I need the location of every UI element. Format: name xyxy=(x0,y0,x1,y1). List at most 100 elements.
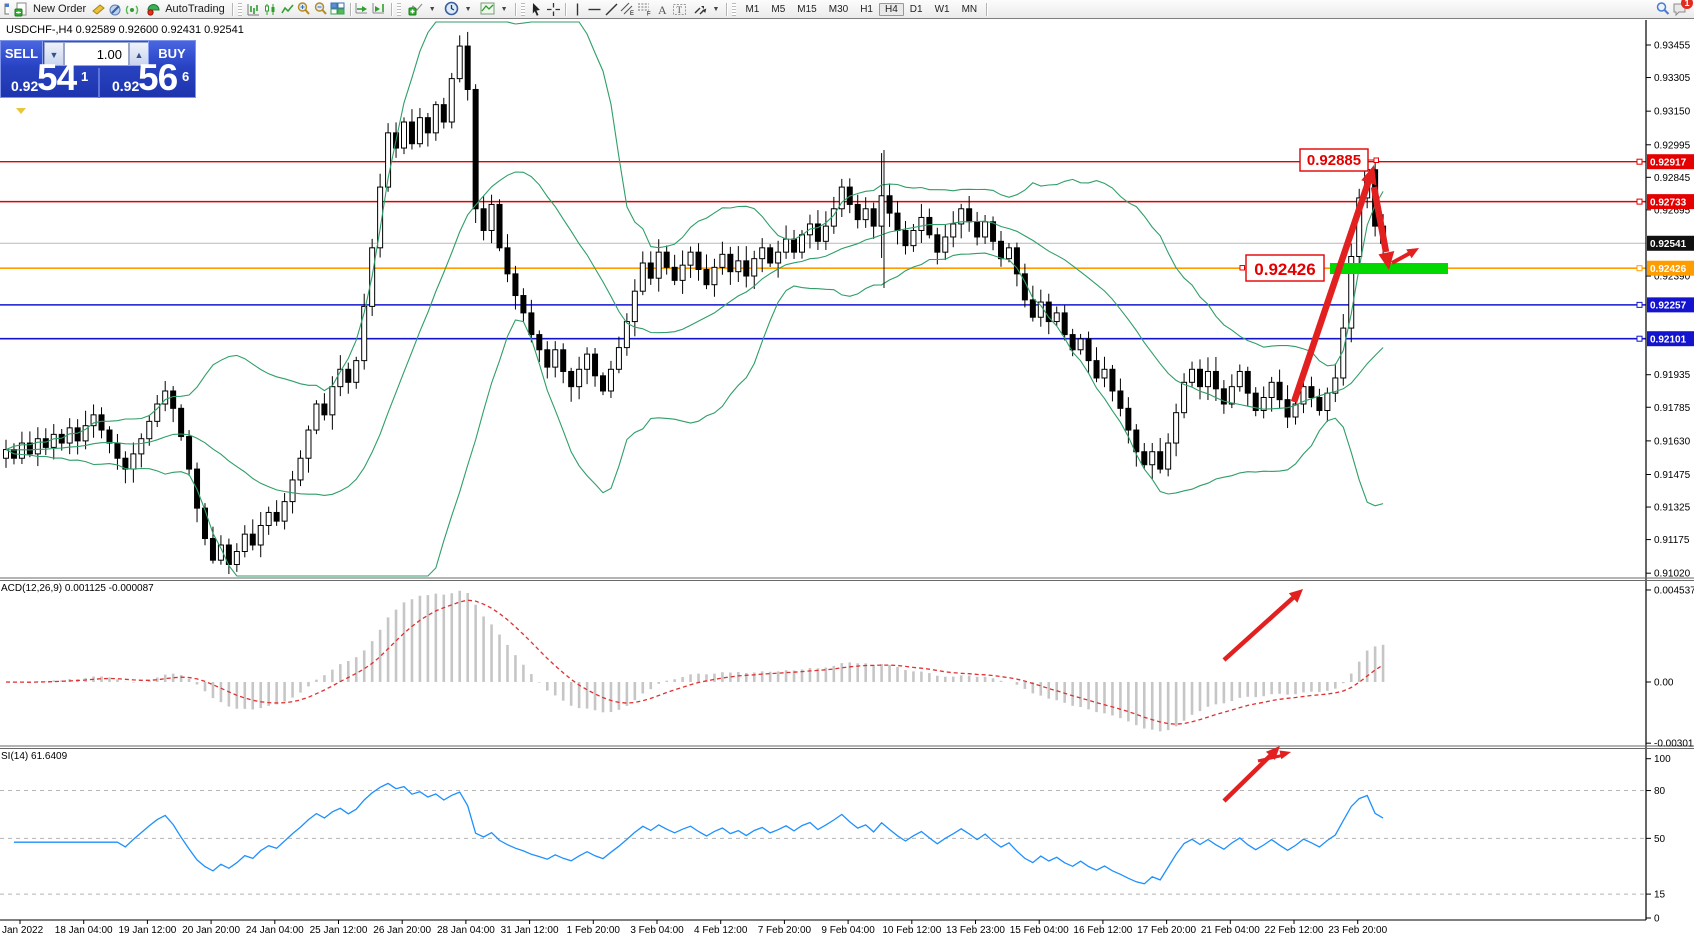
crosshair-icon[interactable] xyxy=(545,1,562,18)
toolbar-grip[interactable] xyxy=(732,2,737,16)
volume-input[interactable]: 1.00 xyxy=(64,42,129,66)
zone-price-label-box[interactable] xyxy=(1245,254,1325,282)
timeframe-m30-button[interactable]: M30 xyxy=(828,3,849,15)
toolbar-separator xyxy=(564,2,566,16)
toolbar: New Order AutoTrading xyxy=(0,0,1694,19)
price-tick-label: 0.93455 xyxy=(1654,41,1691,52)
down-move-arrow[interactable] xyxy=(1370,186,1390,253)
price-badge-label: 0.92426 xyxy=(1650,264,1687,275)
time-tick-label: 23 Feb 20:00 xyxy=(1328,925,1387,936)
notifications-icon[interactable]: 1 xyxy=(1671,0,1693,18)
rsi-line xyxy=(14,782,1384,885)
window-icon[interactable] xyxy=(0,1,9,18)
price-divider xyxy=(98,68,100,98)
rsi-axis-label: 80 xyxy=(1654,786,1666,797)
buy-price: 0.92 56 6 xyxy=(100,57,197,99)
autotrading-label: AutoTrading xyxy=(165,3,225,15)
high-price-label: 0.92885 xyxy=(1307,152,1361,169)
timeframe-m15-button[interactable]: M15 xyxy=(797,3,817,15)
bollinger-middle-band xyxy=(5,171,1384,496)
time-tick-label: 25 Jan 12:00 xyxy=(310,925,368,936)
toolbar-separator xyxy=(514,2,516,16)
text-label-icon[interactable]: T xyxy=(671,1,688,18)
autotrading-icon xyxy=(145,1,162,18)
cursor-icon[interactable] xyxy=(528,1,545,18)
time-tick-label: 9 Feb 04:00 xyxy=(821,925,875,936)
new-order-button[interactable]: New Order xyxy=(9,1,90,18)
price-tick-label: 0.91935 xyxy=(1654,370,1691,381)
time-tick-label: 15 Feb 04:00 xyxy=(1010,925,1069,936)
candlestick-chart-icon[interactable] xyxy=(262,1,279,18)
sell-price-prefix: 0.92 xyxy=(11,78,39,94)
down-move-arrowhead-icon xyxy=(1378,251,1395,270)
rsi-bounce-arrow[interactable] xyxy=(1257,753,1285,763)
tile-windows-icon[interactable] xyxy=(330,1,347,18)
bounce-arrow[interactable] xyxy=(1391,250,1413,265)
indicators-button[interactable]: ▼ xyxy=(404,1,440,18)
bounce-arrowhead-icon xyxy=(1406,248,1419,259)
toolbar-separator xyxy=(986,2,988,16)
rsi-up-arrowhead-icon xyxy=(1265,746,1280,760)
market-depth-icon[interactable] xyxy=(90,1,107,18)
zone-anchor-icon xyxy=(1239,265,1245,271)
price-tick-label: 0.91630 xyxy=(1654,436,1691,447)
sell-button[interactable]: SELL xyxy=(1,41,43,67)
price-tick-label: 0.91020 xyxy=(1654,569,1691,580)
zoom-out-icon[interactable] xyxy=(313,1,330,18)
time-tick-label: 4 Feb 12:00 xyxy=(694,925,748,936)
dropdown-caret-icon: ▼ xyxy=(428,5,436,13)
time-axis: Jan 2022 18 Jan 04:00 19 Jan 12:00 20 Jan 2… xyxy=(2,920,1388,936)
line-anchor-icon xyxy=(1636,198,1643,205)
volume-decrease-button[interactable]: ▼ xyxy=(44,42,64,66)
toolbar-grip[interactable] xyxy=(396,2,401,16)
toolbar-grip[interactable] xyxy=(237,2,242,16)
timeframe-m5-button[interactable]: M5 xyxy=(771,3,786,15)
periods-button[interactable]: ▼ xyxy=(440,1,476,18)
autotrading-button[interactable]: AutoTrading xyxy=(141,1,229,18)
toolbar-separator xyxy=(726,2,728,16)
chart-shift-icon[interactable] xyxy=(371,1,388,18)
symbol-info: USDCHF-,H4 0.92589 0.92600 0.92431 0.925… xyxy=(6,24,244,36)
timeframe-w1-button[interactable]: W1 xyxy=(934,3,950,15)
price-tick-label: 0.92995 xyxy=(1654,140,1691,151)
line-anchor-icon xyxy=(1636,335,1643,342)
rsi-axis-label: 0 xyxy=(1654,914,1660,925)
timeframe-h1-button[interactable]: H1 xyxy=(860,3,873,15)
fibonacci-icon[interactable]: F xyxy=(637,1,654,18)
line-chart-icon[interactable] xyxy=(279,1,296,18)
price-tick-label: 0.91785 xyxy=(1654,403,1691,414)
vertical-line-icon[interactable] xyxy=(569,1,586,18)
time-tick-label: 7 Feb 20:00 xyxy=(758,925,812,936)
notification-count-badge: 1 xyxy=(1681,0,1693,9)
timeframe-mn-button[interactable]: MN xyxy=(961,3,978,15)
svg-text:F: F xyxy=(647,12,651,18)
bar-chart-icon[interactable] xyxy=(245,1,262,18)
equidistant-channel-icon[interactable]: E xyxy=(620,1,637,18)
buy-price-prefix: 0.92 xyxy=(112,78,140,94)
high-anchor-icon xyxy=(1373,157,1379,163)
templates-button[interactable]: ▼ xyxy=(476,1,512,18)
rsi-up-arrow[interactable] xyxy=(1222,752,1274,803)
zoom-in-icon[interactable] xyxy=(296,1,313,18)
auto-scroll-icon[interactable] xyxy=(354,1,371,18)
buy-button[interactable]: BUY xyxy=(148,41,195,67)
signals-icon[interactable] xyxy=(124,1,141,18)
horizontal-line-icon[interactable] xyxy=(586,1,603,18)
svg-text:E: E xyxy=(630,11,634,17)
toolbar-grip[interactable] xyxy=(520,2,525,16)
timeframe-m1-button[interactable]: M1 xyxy=(745,3,760,15)
timeframe-d1-button[interactable]: D1 xyxy=(909,3,923,15)
arrow-objects-button[interactable]: ▼ xyxy=(688,1,724,18)
chart-plot-area[interactable] xyxy=(0,20,1646,920)
macd-up-arrow[interactable] xyxy=(1222,594,1297,662)
timeframe-h4-button[interactable]: H4 xyxy=(878,2,904,16)
search-icon[interactable] xyxy=(1654,1,1671,18)
price-badge-label: 0.92257 xyxy=(1650,301,1687,312)
up-trend-arrow[interactable] xyxy=(1290,178,1373,404)
trendline-icon[interactable] xyxy=(603,1,620,18)
new-order-label: New Order xyxy=(33,3,87,15)
text-icon[interactable]: A xyxy=(654,1,671,18)
price-badge xyxy=(1647,331,1694,347)
metaeditor-icon[interactable] xyxy=(107,1,124,18)
